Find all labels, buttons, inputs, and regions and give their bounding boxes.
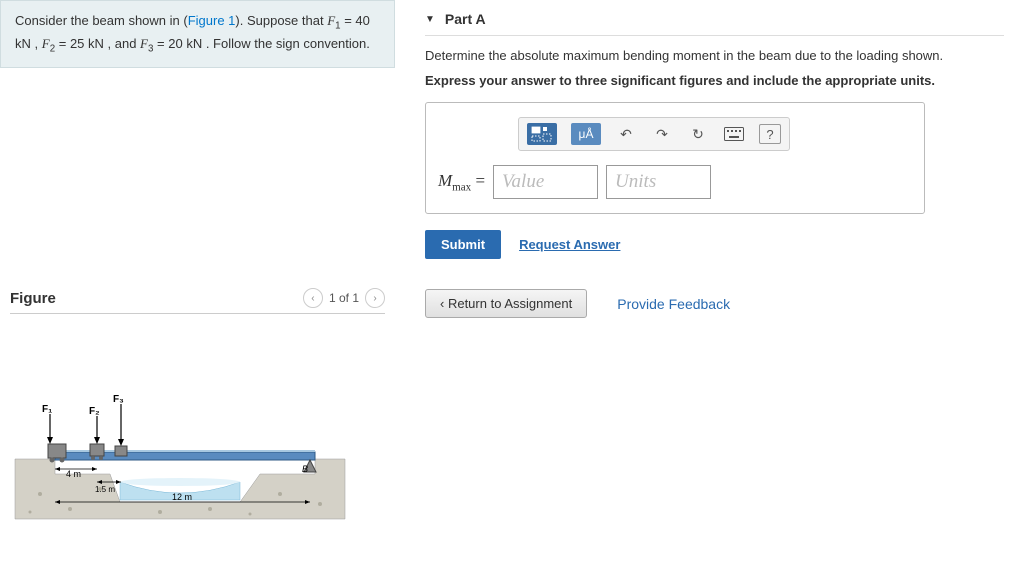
problem-text-suffix: ). Suppose that	[235, 13, 327, 28]
request-answer-link[interactable]: Request Answer	[519, 237, 620, 252]
answer-box: μÅ ↶ ↷ ↻ ? Mmax = Value Units	[425, 102, 925, 214]
dim-1.5m: 1.5 m	[95, 485, 115, 494]
instruction-main: Determine the absolute maximum bending m…	[425, 48, 1004, 63]
answer-variable: Mmax =	[438, 171, 485, 193]
value-input[interactable]: Value	[493, 165, 598, 199]
f1-label: F₁	[42, 404, 52, 415]
equation-toolbar: μÅ ↶ ↷ ↻ ?	[518, 117, 790, 151]
collapse-icon: ▼	[425, 14, 435, 25]
symbols-button[interactable]: μÅ	[571, 123, 601, 145]
help-button[interactable]: ?	[759, 124, 781, 144]
f2-label: F₂	[89, 406, 100, 417]
templates-button[interactable]	[527, 123, 557, 145]
problem-text-prefix: Consider the beam shown in (	[15, 13, 188, 28]
instruction-format: Express your answer to three significant…	[425, 73, 1004, 88]
return-button[interactable]: ‹ Return to Assignment	[425, 289, 587, 318]
figure-link[interactable]: Figure 1	[188, 13, 236, 28]
figure-panel: Figure ‹ 1 of 1 ›	[0, 288, 395, 524]
problem-statement: Consider the beam shown in (Figure 1). S…	[0, 0, 395, 68]
keyboard-button[interactable]	[723, 123, 745, 145]
chevron-left-icon: ‹	[440, 296, 448, 311]
f3-sym: F	[140, 36, 148, 51]
f2-val: = 25 kN , and	[55, 36, 140, 51]
figure-prev-button[interactable]: ‹	[303, 288, 323, 308]
dim-12m: 12 m	[172, 492, 192, 502]
f1-sym: F	[327, 13, 335, 28]
reset-button[interactable]: ↻	[687, 123, 709, 145]
provide-feedback-link[interactable]: Provide Feedback	[617, 296, 730, 312]
figure-next-button[interactable]: ›	[365, 288, 385, 308]
figure-title: Figure	[10, 290, 56, 307]
dim-4m: 4 m	[66, 469, 81, 479]
undo-button[interactable]: ↶	[615, 123, 637, 145]
figure-nav: ‹ 1 of 1 ›	[303, 288, 385, 308]
f3-label: F₃	[113, 394, 124, 405]
f3-val: = 20 kN . Follow the sign convention.	[153, 36, 369, 51]
figure-counter: 1 of 1	[329, 291, 359, 305]
f2-sym: F	[42, 36, 50, 51]
part-title: Part A	[445, 11, 486, 27]
support-b-label: B	[302, 464, 308, 474]
part-header[interactable]: ▼ Part A	[425, 5, 1004, 36]
submit-button[interactable]: Submit	[425, 230, 501, 259]
units-input[interactable]: Units	[606, 165, 711, 199]
figure-image: F₁ F₂ F₃ B 4 m	[10, 374, 350, 524]
redo-button[interactable]: ↷	[651, 123, 673, 145]
